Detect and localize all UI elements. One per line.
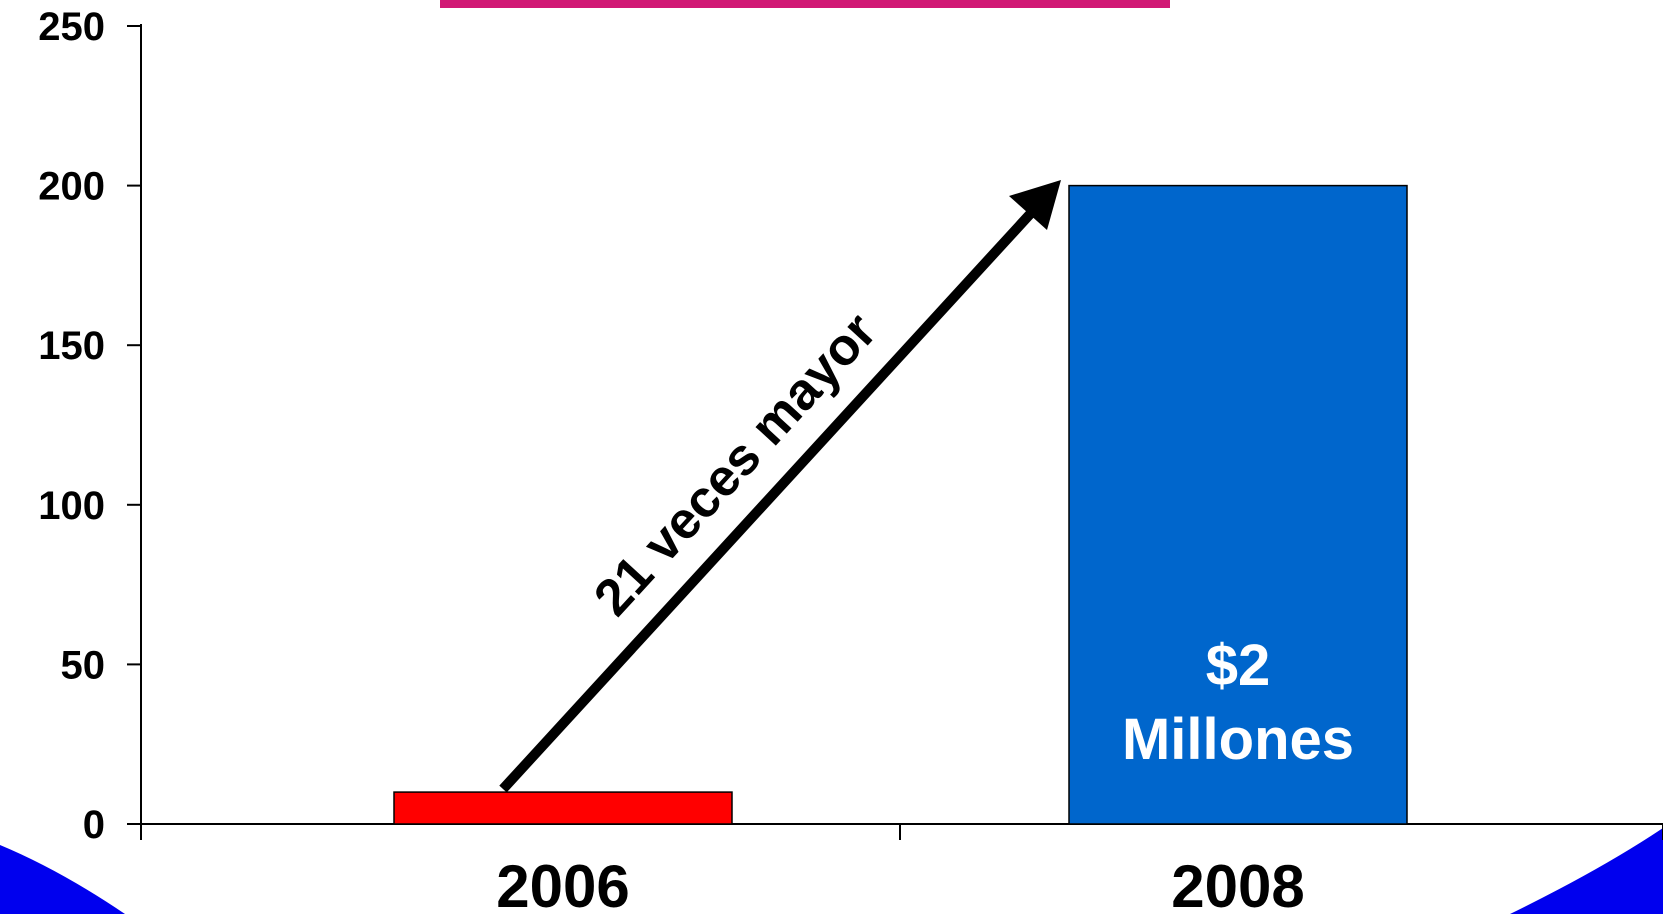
- bar-2008: [1068, 184, 1408, 825]
- y-tick-label: 200: [38, 165, 105, 209]
- chart-bars: [393, 184, 1408, 825]
- growth-arrow-shaft: [499, 196, 1047, 793]
- y-tick-label: 250: [38, 5, 105, 49]
- decorative-swoosh-right: [1510, 828, 1663, 914]
- x-tick-label: 2008: [1171, 853, 1304, 914]
- y-tick-label: 50: [61, 643, 106, 687]
- annotation-label: 21 veces mayor: [583, 302, 887, 627]
- x-tick-label: 2006: [496, 853, 629, 914]
- chart-axes: 0 50 100 150 200 250: [38, 5, 1663, 847]
- chart-annotation: 21 veces mayor: [499, 180, 1061, 793]
- decorative-swoosh-left: [0, 845, 125, 914]
- title-remnant: [440, 0, 1170, 8]
- y-tick-label: 0: [83, 803, 105, 847]
- bar-data-label: Millones: [1122, 707, 1354, 772]
- bar-2006: [393, 791, 733, 825]
- chart-labels: 2006 2008 $2 Millones: [496, 633, 1354, 914]
- y-tick-label: 100: [38, 484, 105, 528]
- growth-arrow-head: [1009, 180, 1061, 230]
- y-tick-label: 150: [38, 324, 105, 368]
- bar-data-label: $2: [1206, 633, 1271, 698]
